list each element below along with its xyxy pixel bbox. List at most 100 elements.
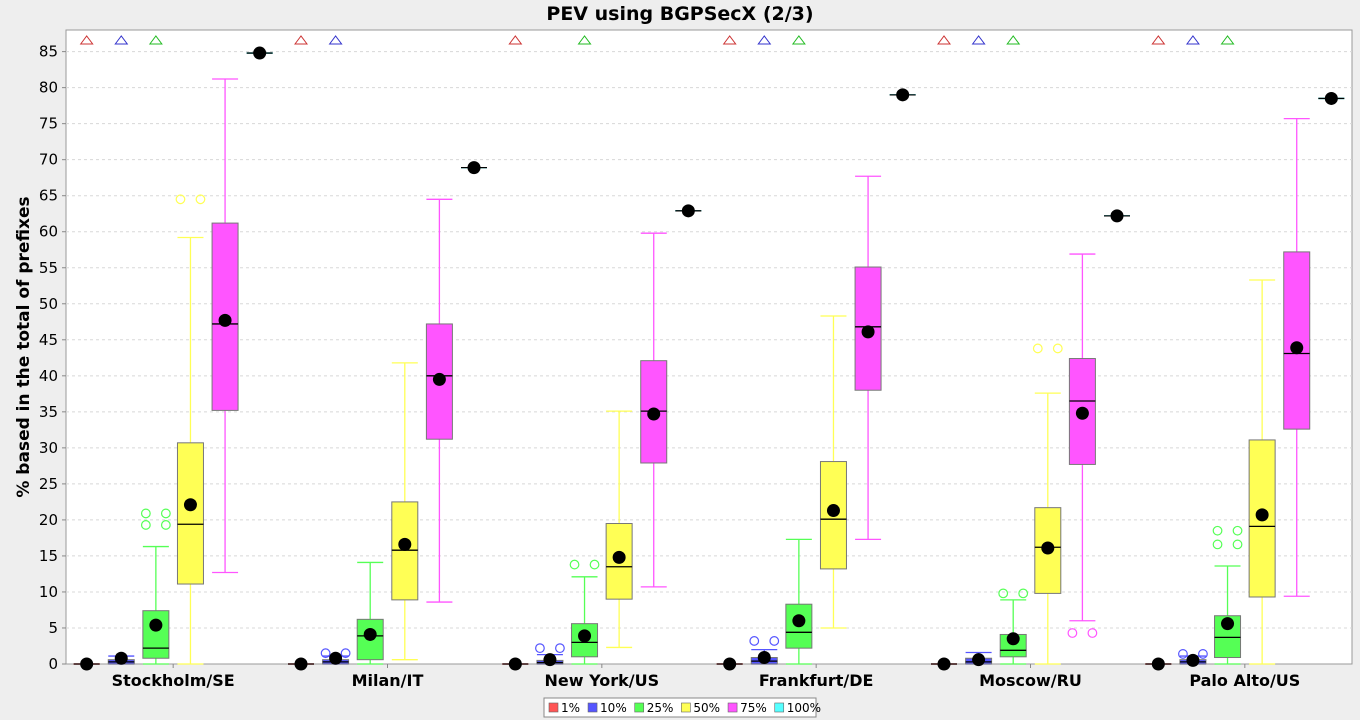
box-group: [569, 35, 600, 665]
legend-label: 10%: [600, 701, 627, 715]
mean-point: [1151, 657, 1165, 671]
iqr-box: [1283, 251, 1311, 430]
mean-point: [80, 657, 94, 671]
outlier-point: [1087, 628, 1098, 638]
outlier-point: [320, 648, 331, 659]
mean-point: [432, 372, 446, 386]
legend-swatch: [634, 702, 645, 713]
box-group: [175, 194, 206, 665]
outlier-point: [1212, 525, 1223, 536]
y-tick-label: 15: [39, 547, 58, 565]
y-axis-label: % based in the total of prefixes: [14, 196, 34, 497]
mean-point: [253, 46, 267, 60]
outlier-point: [535, 643, 545, 654]
offscale-triangle-marker: [148, 35, 163, 45]
outlier-point: [175, 194, 186, 205]
mean-point: [149, 618, 163, 632]
chart-title: PEV using BGPSecX (2/3): [546, 3, 813, 25]
mean-point: [294, 657, 308, 671]
box-group: [73, 35, 100, 671]
mean-point: [1255, 508, 1269, 522]
y-tick-label: 55: [39, 259, 58, 277]
box-group: [716, 35, 743, 671]
mean-point: [1110, 209, 1124, 223]
offscale-triangle-marker: [577, 35, 592, 45]
mean-point: [363, 627, 377, 641]
mean-point: [612, 550, 626, 564]
offscale-triangle-marker: [757, 35, 772, 45]
x-tick-label: New York/US: [545, 671, 660, 690]
box-group: [1104, 209, 1130, 223]
offscale-triangle-marker: [294, 35, 308, 45]
legend-label: 100%: [787, 701, 821, 715]
mean-point: [329, 651, 343, 665]
y-tick-label: 5: [48, 619, 58, 637]
box-group: [391, 362, 419, 661]
mean-point: [1290, 341, 1304, 355]
box-group: [1212, 35, 1243, 665]
box-group: [502, 35, 529, 671]
box-group: [1032, 343, 1063, 665]
box-group: [965, 35, 993, 667]
box-group: [854, 175, 882, 541]
box-group: [675, 204, 702, 218]
outlier-point: [569, 559, 580, 570]
legend-swatch: [727, 702, 738, 713]
offscale-triangle-marker: [328, 35, 343, 45]
box-group: [605, 410, 633, 649]
box-group: [1248, 279, 1276, 665]
mean-point: [1075, 406, 1089, 420]
outlier-point: [998, 588, 1009, 599]
y-tick-label: 25: [39, 475, 58, 493]
mean-point: [467, 161, 481, 175]
box-group: [107, 35, 135, 665]
offscale-triangle-marker: [791, 35, 806, 45]
legend-frame: [543, 697, 817, 718]
box-group: [1318, 91, 1345, 105]
box-group: [749, 35, 780, 665]
box-group: [1145, 35, 1172, 671]
mean-point: [183, 498, 197, 512]
outlier-point: [1178, 649, 1188, 659]
box-group: [320, 35, 351, 665]
mean-point: [647, 407, 661, 421]
box-group: [998, 35, 1029, 665]
y-tick-label: 20: [39, 511, 58, 529]
mean-point: [681, 204, 695, 218]
grid-lines: [66, 51, 1352, 629]
offscale-triangle-marker: [79, 35, 94, 45]
box-group: [461, 161, 487, 175]
outlier-point: [769, 636, 780, 646]
x-tick-label: Moscow/RU: [979, 671, 1082, 690]
outlier-point: [555, 643, 565, 654]
box-group: [535, 643, 565, 667]
box-group: [640, 232, 668, 588]
outlier-point: [140, 508, 151, 519]
mean-point: [792, 614, 806, 628]
box-group: [288, 35, 314, 671]
box-group: [931, 35, 957, 671]
y-tick-label: 10: [39, 583, 58, 601]
mean-point: [578, 629, 592, 643]
offscale-triangle-marker: [722, 35, 737, 45]
box-group: [140, 35, 171, 665]
box-group: [425, 198, 453, 603]
box-group: [819, 315, 847, 629]
legend: 1% 10% 25% 50% 75% 100%: [543, 697, 821, 718]
offscale-triangle-marker: [1185, 35, 1200, 45]
box-group: [356, 561, 384, 665]
outlier-point: [589, 559, 600, 570]
offscale-triangle-marker: [971, 35, 986, 45]
mean-point: [861, 325, 875, 339]
mean-point: [972, 653, 986, 667]
outlier-point: [340, 648, 351, 659]
outlier-point: [749, 636, 760, 646]
outlier-point: [1232, 539, 1243, 550]
legend-label: 25%: [647, 701, 674, 715]
y-tick-label: 0: [48, 655, 58, 673]
x-tick-label: Frankfurt/DE: [759, 671, 874, 690]
outlier-point: [1232, 525, 1243, 536]
y-tick-label: 85: [39, 43, 58, 61]
box-group: [785, 35, 813, 665]
